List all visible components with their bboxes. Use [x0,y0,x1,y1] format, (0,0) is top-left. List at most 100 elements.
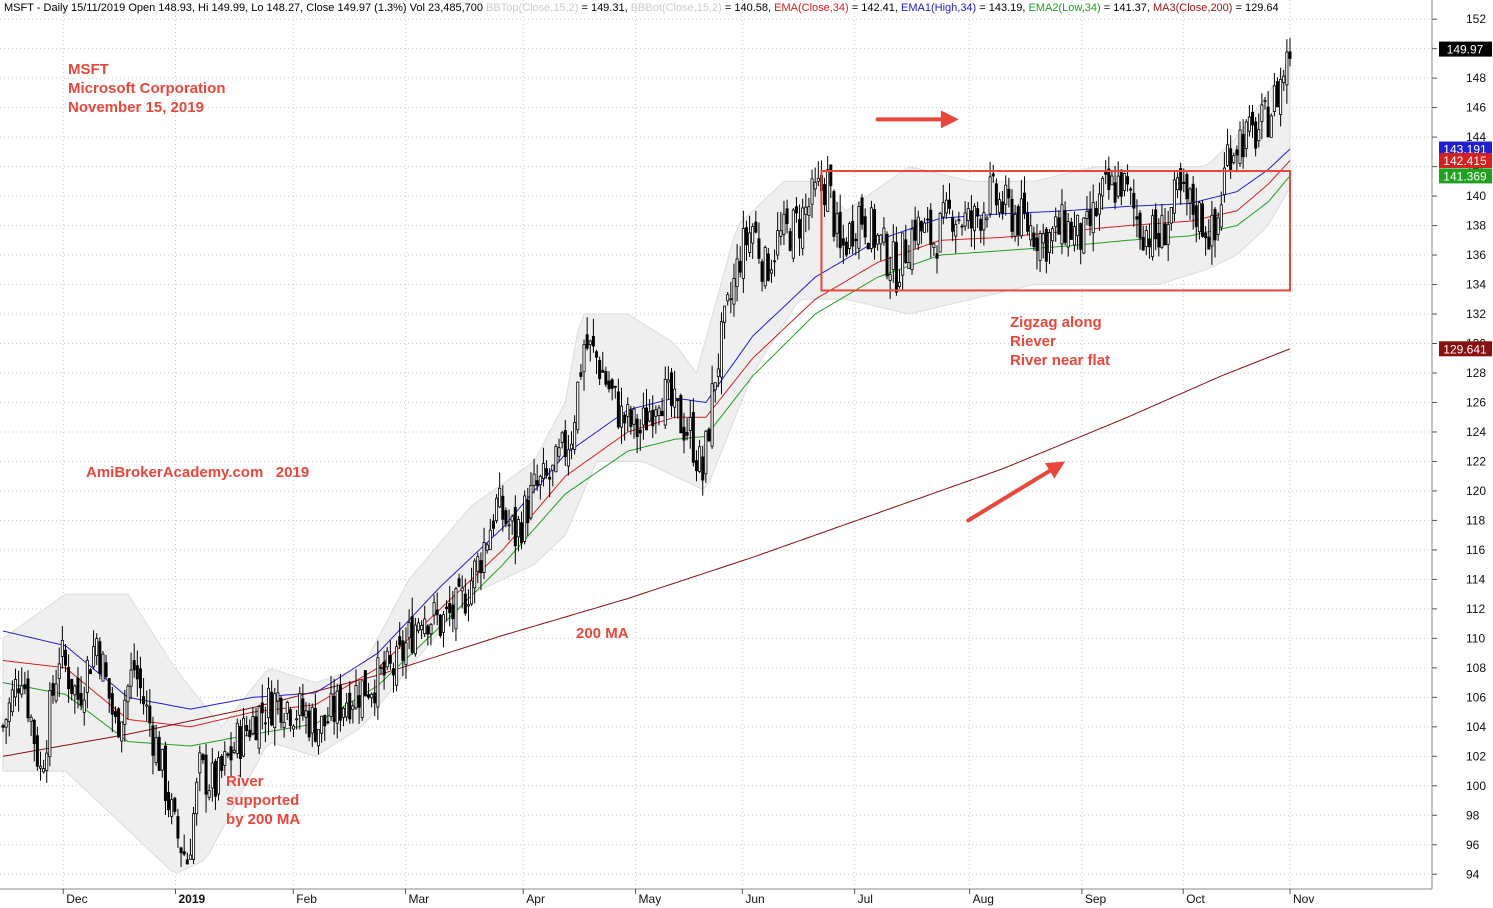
candle-body [598,359,602,380]
candle-body [223,751,227,766]
candle-body [754,221,758,233]
candle [98,637,102,680]
candle-body [823,184,827,206]
candle [513,495,517,565]
candle-body [1072,226,1076,246]
candle-body [748,232,752,253]
candle [613,385,617,399]
candle [901,232,905,292]
candle [285,700,289,721]
candle [1216,212,1220,241]
candle-body [1269,115,1273,138]
candle-body [1282,75,1286,83]
candle [170,793,174,825]
candle-body [607,380,611,390]
y-tick-label: 124 [1466,425,1486,439]
candle [1154,203,1158,251]
candle-body [844,241,848,256]
candle [267,677,271,736]
candle-body [348,692,352,720]
candle-body [413,624,417,655]
candle [457,573,461,588]
candle [688,399,692,449]
candle-body [957,219,961,222]
candle [107,678,111,713]
candle [17,670,21,712]
x-month-label: Dec [66,892,87,906]
candle [857,201,861,260]
y-tick-label: 148 [1466,71,1486,85]
candle [520,511,524,550]
candle [1210,200,1214,265]
candle [67,654,71,703]
y-tick-label: 134 [1466,278,1486,292]
candle-body [513,507,517,547]
candle [1085,196,1089,226]
candle [292,724,296,737]
x-month-label: Apr [526,892,545,906]
candle-body [829,164,833,187]
candle-body [17,688,21,694]
candle-body [32,719,36,745]
candle-body [741,228,745,279]
candle-body [1272,85,1276,112]
candle [35,726,39,771]
candle [207,784,211,801]
y-tick-label: 112 [1466,602,1485,616]
candle-body [235,722,239,754]
candle [932,241,936,257]
candle [138,656,142,704]
zigzag-line-3: River near flat [1010,352,1110,369]
candle [1082,217,1086,255]
candle-body [704,430,708,475]
candle-body [451,604,455,620]
candle-body [88,669,92,675]
candle [657,405,661,426]
candle-body [360,680,364,718]
candle-body [1188,188,1192,204]
candle [213,758,217,810]
candle-body [944,199,948,214]
price-badge: 141.369 [1439,168,1492,184]
candle-body [313,707,317,742]
candle-body [67,667,71,690]
candle-body [979,218,983,231]
candle [1069,217,1073,240]
y-tick-label: 96 [1466,838,1480,852]
candle [185,852,189,865]
candle [357,681,361,724]
candle-body [476,556,480,572]
candle [1247,105,1251,137]
candle [48,682,52,767]
candle [398,622,402,649]
arrow-head [940,110,959,129]
candle-body [929,209,933,245]
candle [510,514,514,535]
candle-body [1285,51,1289,86]
candle-body [813,181,817,190]
candle [88,668,92,675]
zigzag-line-2: Riever [1010,333,1056,350]
candle [879,233,883,261]
candle [395,640,399,692]
candle [1007,177,1011,208]
candle [1144,225,1148,256]
candle [1113,166,1117,210]
candle-body [213,760,217,797]
candle [723,305,727,339]
candle-body [610,379,614,389]
candle-body [932,243,936,249]
candle [985,215,989,228]
candle [1269,113,1273,138]
candle [354,669,358,710]
candle-body [848,223,852,249]
candle [1110,170,1114,186]
candle-body [710,383,714,447]
candle [838,194,842,259]
candle-body [248,729,252,738]
candle [1019,179,1023,239]
candle-body [641,407,645,426]
candle [295,710,299,730]
candle-body [1001,201,1005,214]
